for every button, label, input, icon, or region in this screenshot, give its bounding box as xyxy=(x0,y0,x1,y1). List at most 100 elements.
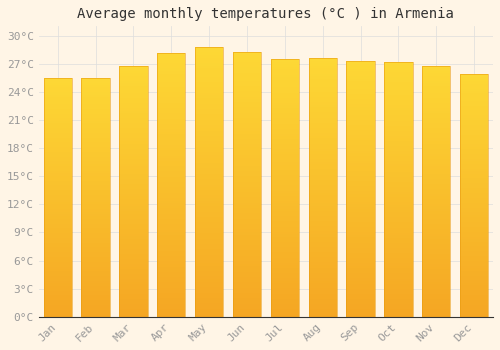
Bar xyxy=(346,66,375,69)
Bar xyxy=(422,252,450,254)
Bar xyxy=(44,310,72,312)
Bar xyxy=(460,264,488,266)
Bar xyxy=(82,259,110,262)
Bar xyxy=(119,163,148,166)
Bar xyxy=(44,202,72,204)
Bar xyxy=(195,312,224,314)
Bar xyxy=(460,312,488,314)
Bar xyxy=(270,307,299,309)
Bar xyxy=(346,263,375,266)
Bar xyxy=(460,283,488,285)
Bar xyxy=(308,133,337,136)
Bar xyxy=(384,271,412,273)
Bar xyxy=(157,185,186,187)
Bar xyxy=(82,128,110,131)
Bar xyxy=(422,231,450,234)
Bar xyxy=(119,83,148,86)
Bar xyxy=(384,199,412,202)
Bar xyxy=(44,264,72,267)
Bar xyxy=(44,178,72,181)
Bar xyxy=(308,205,337,208)
Bar xyxy=(270,75,299,77)
Bar xyxy=(44,152,72,154)
Bar xyxy=(82,279,110,281)
Bar xyxy=(44,197,72,200)
Bar xyxy=(119,118,148,121)
Bar xyxy=(346,219,375,222)
Bar xyxy=(384,286,412,289)
Bar xyxy=(119,154,148,156)
Bar xyxy=(195,314,224,317)
Bar xyxy=(157,280,186,282)
Bar xyxy=(460,79,488,81)
Bar xyxy=(157,243,186,245)
Bar xyxy=(460,261,488,264)
Bar xyxy=(270,232,299,235)
Bar xyxy=(44,92,72,94)
Bar xyxy=(346,158,375,161)
Bar xyxy=(308,61,337,63)
Bar xyxy=(346,63,375,66)
Bar xyxy=(82,288,110,290)
Bar xyxy=(44,238,72,240)
Bar xyxy=(233,187,261,189)
Bar xyxy=(422,184,450,186)
Bar xyxy=(157,100,186,103)
Bar xyxy=(270,222,299,224)
Bar xyxy=(233,147,261,150)
Bar xyxy=(157,182,186,185)
Bar xyxy=(119,166,148,169)
Bar xyxy=(119,86,148,88)
Bar xyxy=(44,314,72,317)
Bar xyxy=(119,224,148,226)
Bar xyxy=(195,147,224,149)
Bar xyxy=(157,161,186,163)
Bar xyxy=(308,120,337,123)
Bar xyxy=(195,163,224,166)
Bar xyxy=(233,158,261,160)
Bar xyxy=(233,113,261,115)
Bar xyxy=(308,260,337,262)
Bar xyxy=(346,176,375,178)
Bar xyxy=(119,261,148,264)
Bar xyxy=(422,264,450,267)
Bar xyxy=(308,309,337,312)
Bar xyxy=(119,309,148,312)
Bar xyxy=(460,222,488,225)
Bar xyxy=(308,79,337,82)
Bar xyxy=(308,82,337,84)
Bar xyxy=(233,76,261,78)
Bar xyxy=(422,274,450,276)
Bar xyxy=(195,268,224,271)
Bar xyxy=(346,289,375,291)
Bar xyxy=(460,246,488,249)
Bar xyxy=(44,195,72,197)
Bar xyxy=(346,104,375,107)
Bar xyxy=(119,307,148,309)
Bar xyxy=(308,107,337,110)
Bar xyxy=(346,184,375,186)
Bar xyxy=(384,266,412,268)
Bar xyxy=(384,133,412,136)
Bar xyxy=(82,140,110,142)
Bar xyxy=(82,161,110,164)
Bar xyxy=(422,257,450,259)
Bar xyxy=(422,68,450,71)
Bar xyxy=(233,234,261,237)
Bar xyxy=(119,124,148,126)
Bar xyxy=(119,194,148,196)
Bar xyxy=(82,233,110,236)
Bar xyxy=(157,256,186,259)
Bar xyxy=(119,126,148,128)
Bar xyxy=(270,226,299,229)
Bar xyxy=(195,241,224,244)
Bar xyxy=(233,115,261,118)
Bar xyxy=(44,229,72,231)
Bar xyxy=(82,94,110,97)
Bar xyxy=(195,158,224,160)
Bar xyxy=(270,258,299,260)
Bar xyxy=(44,186,72,188)
Bar xyxy=(44,279,72,281)
Bar xyxy=(346,248,375,250)
Bar xyxy=(157,137,186,140)
